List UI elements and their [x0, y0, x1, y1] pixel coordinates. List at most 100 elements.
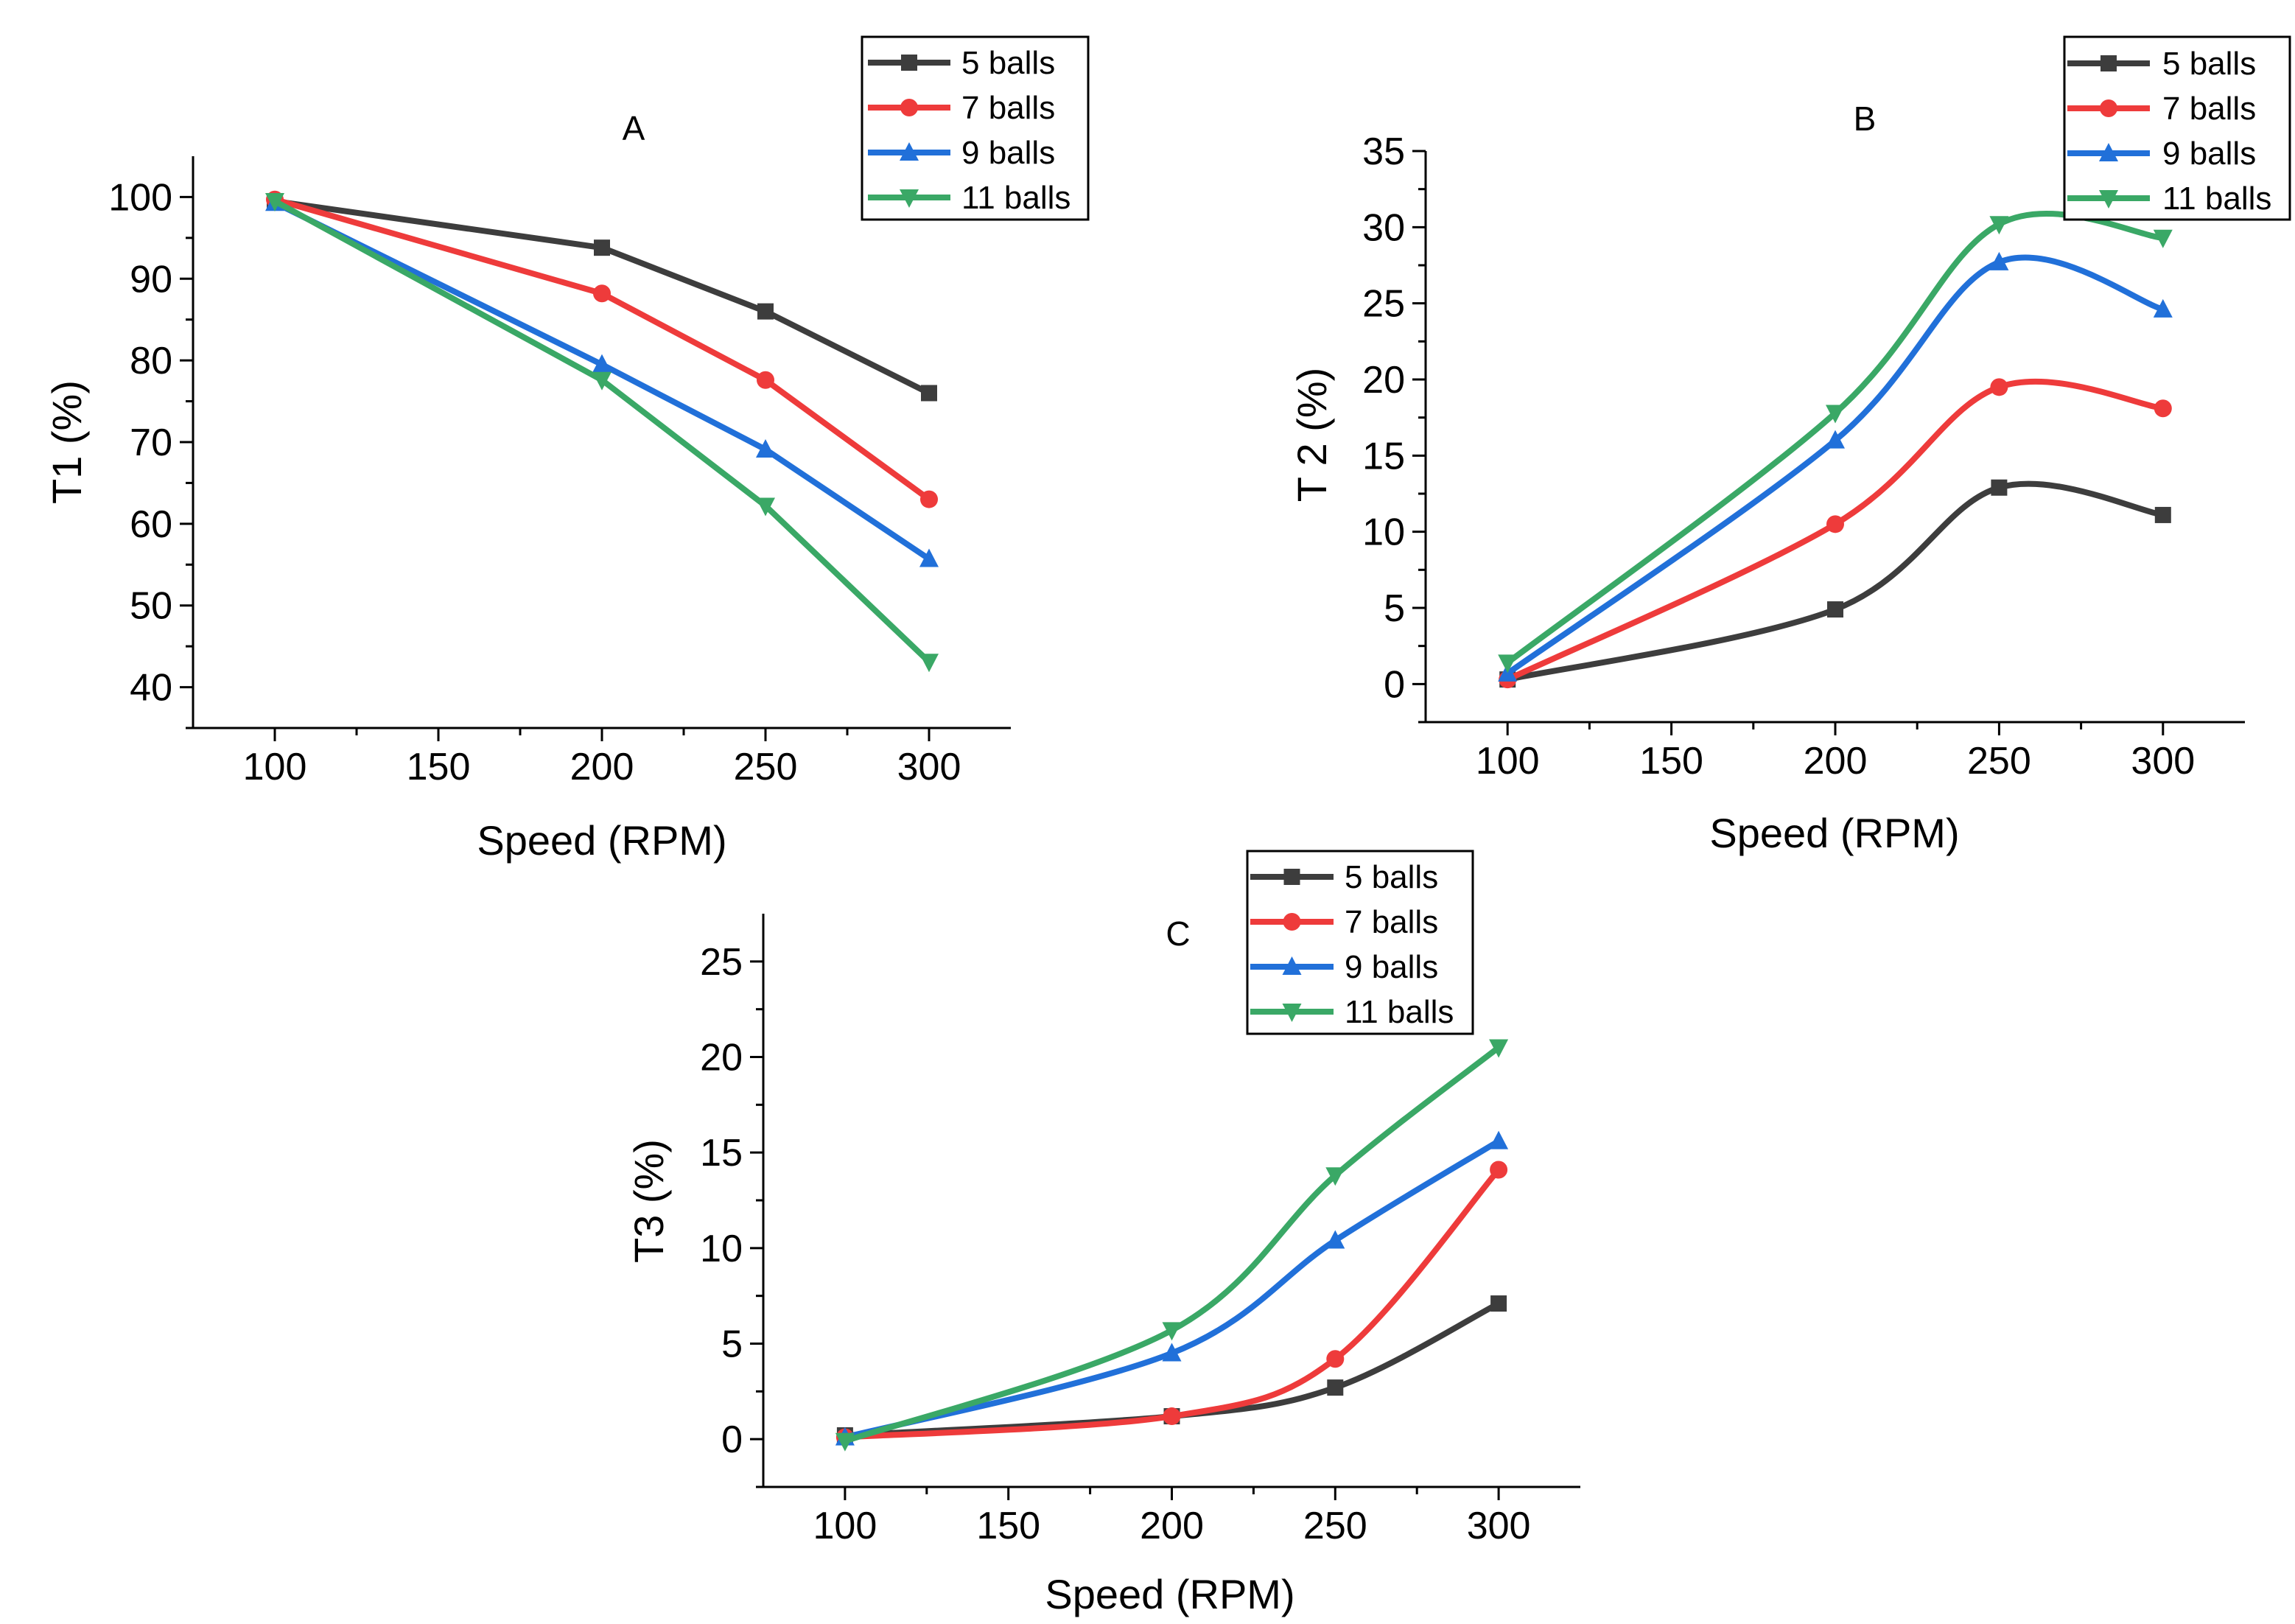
- y-tick-label: 60: [130, 503, 172, 546]
- legend-label: 7 balls: [1345, 904, 1438, 940]
- series-line-11-balls: [272, 197, 932, 665]
- series-line-7-balls: [1504, 378, 2166, 683]
- series-line-5-balls: [272, 197, 932, 396]
- legend-label: 11 balls: [1345, 994, 1454, 1030]
- panel-title: A: [623, 109, 645, 147]
- data-point-11-balls: [1989, 216, 2009, 235]
- y-tick-label: 10: [1362, 511, 1405, 554]
- legend-marker: [900, 99, 918, 116]
- data-point-5-balls: [2154, 506, 2171, 523]
- y-tick-label: 70: [130, 421, 172, 464]
- y-tick-label: 25: [1362, 283, 1405, 326]
- y-tick-label: 100: [108, 176, 172, 219]
- data-point-11-balls: [1325, 1167, 1345, 1186]
- legend-label: 5 balls: [1345, 859, 1438, 895]
- y-tick-label: 15: [700, 1132, 743, 1175]
- x-tick-label: 100: [243, 746, 307, 788]
- data-point-9-balls: [919, 548, 939, 567]
- data-point-9-balls: [1489, 1130, 1509, 1149]
- y-axis-label: T 2 (%): [1289, 368, 1335, 503]
- x-tick-label: 250: [734, 746, 798, 788]
- legend: 5 balls 7 balls 9 balls 11 balls: [1246, 850, 1474, 1035]
- y-tick-label: 40: [130, 667, 172, 710]
- y-axis-label: T3 (%): [626, 1139, 672, 1263]
- legend-marker: [1283, 869, 1300, 885]
- x-tick-label: 300: [1467, 1505, 1531, 1547]
- data-point-7-balls: [1826, 515, 1844, 533]
- legend-marker: [1282, 956, 1302, 975]
- panel-title: C: [1166, 914, 1190, 953]
- legend-marker: [1282, 1004, 1302, 1022]
- x-tick-label: 200: [570, 746, 634, 788]
- series-line-9-balls: [841, 1138, 1502, 1441]
- legend-label: 11 balls: [961, 180, 1071, 216]
- legend-label: 9 balls: [2162, 136, 2256, 172]
- chart-panel-c: 100 150 200 250 300 0 5 10 15 20 25 C Speed (RPM) T3 …: [626, 850, 1580, 1617]
- data-point-11-balls: [1162, 1322, 1182, 1341]
- data-point-11-balls: [265, 192, 284, 211]
- data-point-9-balls: [1162, 1343, 1182, 1362]
- y-tick-label: 20: [1362, 359, 1405, 402]
- data-point-7-balls: [1326, 1350, 1345, 1368]
- legend: 5 balls 7 balls 9 balls 11 balls: [861, 35, 1090, 221]
- data-point-5-balls: [1327, 1379, 1344, 1396]
- x-axis-label: Speed (RPM): [477, 817, 726, 864]
- legend-label: 5 balls: [2162, 46, 2256, 82]
- data-point-7-balls: [1990, 378, 2008, 396]
- x-tick-label: 300: [897, 746, 961, 788]
- y-tick-label: 30: [1362, 206, 1405, 249]
- series-line-7-balls: [272, 196, 932, 503]
- data-point-7-balls: [757, 371, 774, 389]
- data-point-11-balls: [1826, 405, 1845, 424]
- legend-marker: [901, 55, 917, 71]
- series-line-11-balls: [841, 1044, 1502, 1444]
- y-tick-label: 35: [1362, 130, 1405, 173]
- data-point-7-balls: [593, 284, 611, 303]
- x-axis-label: Speed (RPM): [1045, 1571, 1294, 1617]
- data-point-11-balls: [756, 497, 775, 517]
- data-point-11-balls: [835, 1432, 855, 1452]
- series-line-7-balls: [841, 1166, 1502, 1441]
- legend-label: 11 balls: [2162, 181, 2271, 217]
- y-tick-label: 20: [700, 1037, 743, 1079]
- data-point-5-balls: [921, 385, 937, 402]
- legend-box: [861, 35, 1090, 221]
- legend-marker: [2100, 99, 2117, 117]
- x-tick-label: 200: [1140, 1505, 1204, 1547]
- x-tick-label: 100: [813, 1505, 877, 1547]
- y-tick-label: 5: [1384, 587, 1405, 630]
- legend-marker: [900, 189, 919, 208]
- legend-marker: [2099, 190, 2118, 209]
- legend-label: 7 balls: [2162, 91, 2256, 127]
- y-axis-label: T1 (%): [43, 380, 90, 504]
- series-line-5-balls: [1504, 480, 2166, 683]
- legend-label: 7 balls: [961, 90, 1055, 126]
- x-tick-label: 150: [976, 1505, 1040, 1547]
- data-point-9-balls: [1989, 251, 2009, 270]
- data-point-9-balls: [1826, 430, 1845, 449]
- data-point-9-balls: [1325, 1230, 1345, 1249]
- x-tick-label: 300: [2131, 740, 2195, 783]
- legend-label: 5 balls: [961, 45, 1055, 81]
- data-point-7-balls: [920, 490, 938, 508]
- panel-title: B: [1854, 99, 1877, 138]
- legend-marker: [900, 142, 919, 161]
- x-tick-label: 100: [1476, 740, 1540, 783]
- x-axis-label: Speed (RPM): [1709, 810, 1959, 856]
- data-point-7-balls: [1490, 1161, 1508, 1179]
- chart-panel-a: 100 150 200 250 300 40 50 60 70 80 90 100 A Speed (RP…: [43, 35, 1090, 864]
- legend: 5 balls 7 balls 9 balls 11 balls: [2063, 35, 2291, 221]
- data-point-7-balls: [1163, 1407, 1181, 1426]
- x-tick-label: 150: [407, 746, 471, 788]
- y-tick-label: 25: [700, 941, 743, 984]
- legend-label: 9 balls: [961, 135, 1055, 171]
- data-point-9-balls: [756, 438, 775, 458]
- data-point-5-balls: [1991, 479, 2008, 496]
- data-point-11-balls: [1489, 1039, 1509, 1058]
- data-point-7-balls: [2154, 399, 2172, 418]
- y-tick-label: 50: [130, 585, 172, 628]
- x-tick-label: 250: [1967, 740, 2031, 783]
- y-tick-label: 80: [130, 340, 172, 382]
- y-tick-label: 15: [1362, 435, 1405, 477]
